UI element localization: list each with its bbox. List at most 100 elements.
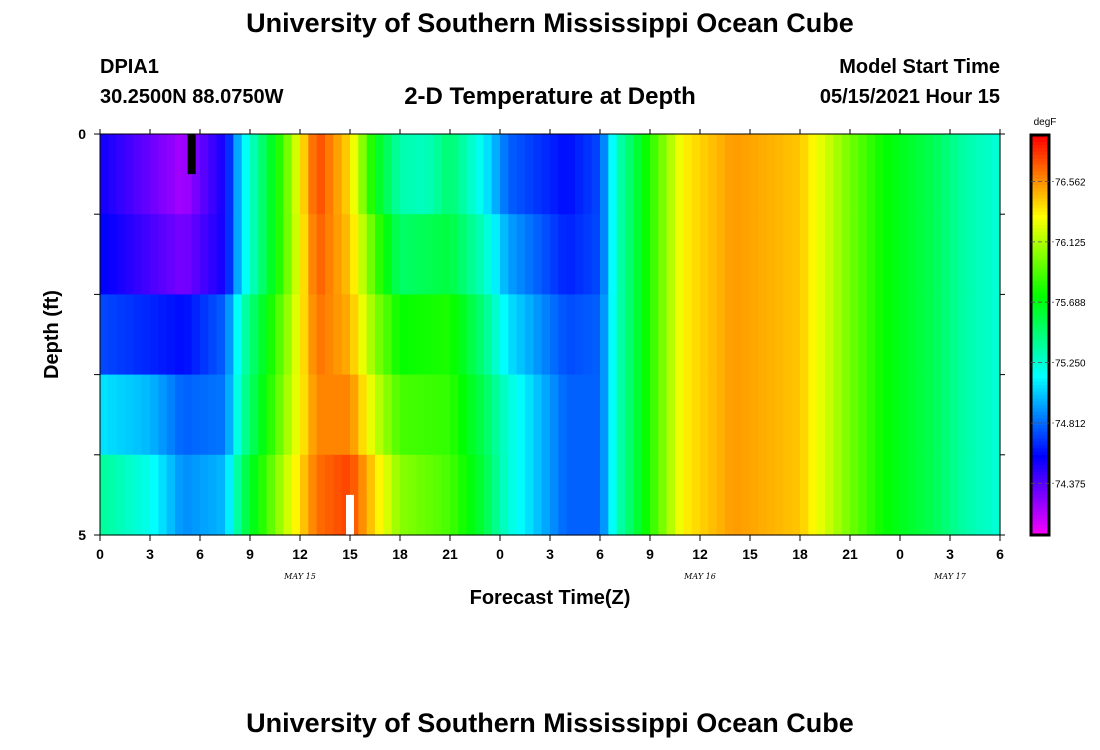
heatmap-cell	[983, 294, 993, 376]
heatmap-cell	[875, 134, 884, 215]
heatmap-cell	[408, 454, 418, 536]
heatmap-cell	[666, 294, 676, 376]
heatmap-cell	[383, 214, 393, 295]
heatmap-cell	[475, 454, 484, 536]
heatmap-cell	[366, 374, 376, 456]
heatmap-cell	[291, 374, 301, 456]
heatmap-cell	[741, 294, 751, 376]
heatmap-cell	[200, 294, 209, 376]
heatmap-cell	[266, 134, 276, 215]
heatmap-cell	[383, 134, 393, 215]
heatmap-cell	[316, 214, 326, 295]
model-start-label: Model Start Time	[839, 56, 1000, 78]
heatmap-cell	[183, 294, 193, 376]
heatmap-cell	[283, 214, 293, 295]
heatmap-cell	[966, 294, 976, 376]
colorbar-swatch	[1031, 205, 1049, 209]
colorbar-swatch	[1031, 488, 1049, 493]
heatmap-cell	[816, 134, 826, 215]
heatmap-cell	[908, 134, 918, 215]
colorbar-swatch	[1031, 391, 1049, 396]
heatmap-cell	[733, 134, 743, 215]
heatmap-cell	[241, 294, 251, 376]
heatmap-cell	[308, 454, 318, 536]
colorbar-swatch	[1031, 258, 1049, 263]
heatmap-cell	[625, 374, 634, 456]
colorbar-swatch	[1031, 351, 1049, 356]
heatmap-cell	[558, 134, 568, 215]
colorbar-swatch	[1031, 365, 1049, 369]
heatmap-cell	[408, 374, 418, 456]
colorbar-swatch	[1031, 215, 1049, 219]
heatmap-cell	[141, 374, 151, 456]
heatmap-cell	[466, 374, 476, 456]
heatmap-cell	[166, 134, 176, 215]
colorbar-label: 75.250	[1055, 359, 1086, 370]
heatmap-cell	[441, 134, 451, 215]
heatmap-cell	[775, 454, 784, 536]
heatmap-cell	[958, 294, 968, 376]
colorbar-swatch	[1031, 378, 1049, 383]
heatmap-cell	[191, 374, 201, 456]
heatmap-cell	[675, 214, 684, 295]
heatmap-cell	[491, 454, 501, 536]
heatmap-markers	[187, 134, 354, 535]
heatmap-cell	[800, 134, 809, 215]
heatmap-cell	[233, 454, 243, 536]
heatmap-cell	[366, 214, 376, 295]
colorbar-swatch	[1031, 498, 1049, 503]
heatmap-cell	[708, 214, 718, 295]
heatmap-cell	[925, 294, 934, 376]
colorbar-swatch	[1031, 431, 1049, 436]
heatmap-cell	[183, 374, 193, 456]
heatmap-cell	[816, 374, 826, 456]
heatmap-cell	[350, 294, 359, 376]
heatmap-cell	[341, 294, 351, 376]
colorbar-swatch	[1031, 438, 1049, 443]
heatmap-cell	[958, 214, 968, 295]
heatmap-cell	[375, 294, 384, 376]
heatmap-cell	[291, 134, 301, 215]
heatmap-cell	[808, 134, 818, 215]
colorbar-swatch	[1031, 251, 1049, 256]
heatmap-cell	[450, 214, 459, 295]
heatmap-cell	[300, 454, 309, 536]
heatmap-cell	[208, 294, 218, 376]
heatmap-cell	[833, 294, 843, 376]
heatmap-cell	[833, 214, 843, 295]
colorbar-swatch	[1031, 445, 1049, 449]
colorbar-swatch	[1031, 435, 1049, 439]
heatmap-cell	[391, 374, 401, 456]
heatmap-cell	[950, 374, 959, 456]
heatmap-cell	[516, 294, 526, 376]
heatmap-cell	[400, 294, 409, 376]
colorbar-swatch	[1031, 418, 1049, 423]
colorbar-swatch	[1031, 145, 1049, 149]
heatmap-cell	[758, 134, 768, 215]
heatmap-cell	[300, 134, 309, 215]
colorbar-swatch	[1031, 151, 1049, 156]
heatmap-cell	[925, 374, 934, 456]
heatmap-cell	[725, 214, 734, 295]
heatmap-cell	[458, 374, 468, 456]
heatmap-cell	[816, 294, 826, 376]
colorbar-swatch	[1031, 395, 1049, 399]
heatmap-cell	[350, 454, 359, 536]
model-start-value: 05/15/2021 Hour 15	[819, 86, 1000, 108]
heatmap-cell	[116, 374, 126, 456]
heatmap-cell	[600, 294, 609, 376]
colorbar-label: 75.688	[1055, 298, 1086, 309]
heatmap-cell	[616, 214, 626, 295]
heatmap-cell	[616, 134, 626, 215]
heatmap-cell	[633, 134, 643, 215]
heatmap-cell	[133, 134, 143, 215]
heatmap-cell	[941, 134, 951, 215]
heatmap-cell	[650, 454, 659, 536]
heatmap-cell	[450, 294, 459, 376]
heatmap-cell	[183, 214, 193, 295]
heatmap-cell	[250, 454, 259, 536]
heatmap-cell	[341, 214, 351, 295]
date-label: MAY 16	[683, 572, 716, 581]
heatmap-cell	[891, 374, 901, 456]
heatmap-cell	[416, 374, 426, 456]
